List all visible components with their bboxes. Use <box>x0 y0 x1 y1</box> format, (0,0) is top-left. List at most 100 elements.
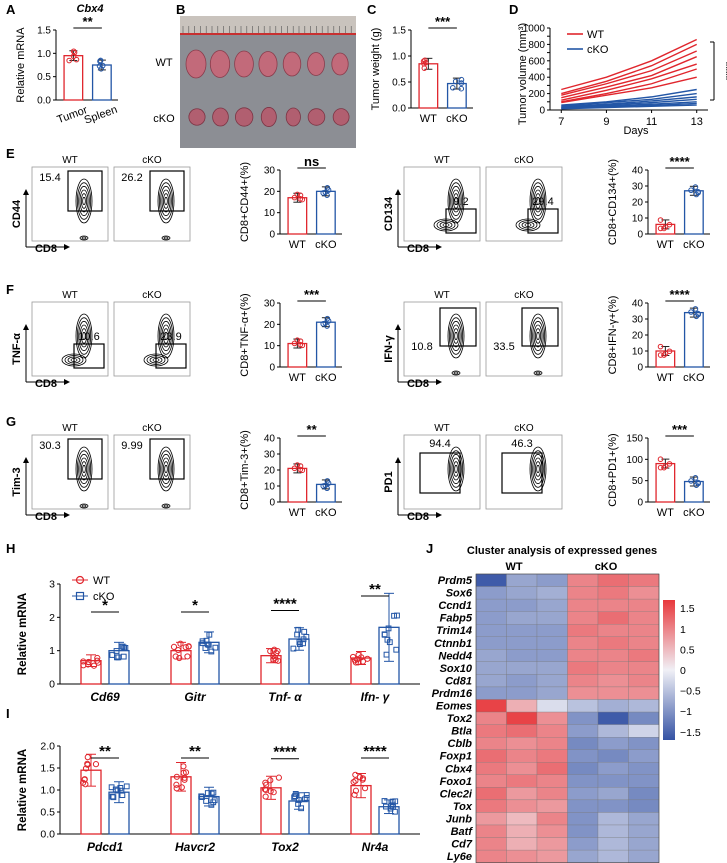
tumor-photo-background <box>180 16 356 148</box>
panel-j-cell <box>567 837 599 851</box>
pct-G1-y-tick-label: 10 <box>264 482 276 493</box>
panel-j-cell <box>536 699 568 713</box>
panel-j-cell <box>597 837 629 851</box>
tumor-wt <box>331 52 349 76</box>
panel-a-y-tick-label: 1.0 <box>37 49 51 60</box>
flow-F2-cKO-contour <box>536 331 540 341</box>
pct-E2-data-point <box>666 221 673 228</box>
panel-i-data-point <box>204 790 211 796</box>
panel-j-cell <box>475 849 507 863</box>
panel-h-data-point <box>175 646 182 654</box>
panel-j-cell <box>536 586 568 600</box>
panel-i-data-point <box>84 761 91 768</box>
panel-j-gene-Btla: Btla <box>451 726 472 738</box>
panel-c-y-tick-label: 1.5 <box>392 26 406 37</box>
tumor-cko <box>234 107 254 127</box>
tumor-cko <box>307 108 326 126</box>
panel-c-y-tick-label: 1.0 <box>392 52 406 63</box>
panel-j-cell <box>475 624 507 637</box>
panel-i-data-point <box>292 791 299 797</box>
panel-a-y-tick-label: 0.5 <box>37 72 51 83</box>
panel-d: 0 200 400 600 800 1000 7 9 11 13 Days Tumor volume … <box>517 23 727 137</box>
flow-F1-x-arrowhead <box>64 379 70 385</box>
flow-E2-cKO-contour <box>530 182 546 220</box>
panel-c-bar-WT <box>418 63 439 109</box>
panel-d-series-WT <box>561 38 698 91</box>
flow-F2-WT-plot-frame <box>403 301 481 377</box>
panel-j-gene-Ccnd1: Ccnd1 <box>438 600 472 612</box>
panel-h-sig-label: ** <box>369 581 381 598</box>
panel-j-scale-label: 1 <box>680 624 686 636</box>
panel-c-y-tick-label: 0.5 <box>392 78 406 89</box>
panel-h-sig-label: * <box>192 597 198 614</box>
panel-d-series-WT <box>561 43 698 95</box>
flow-G1-cKO-title: cKO <box>142 423 162 434</box>
panel-j-cell <box>475 724 507 738</box>
panel-a-y-tick-label: 0.0 <box>37 96 51 107</box>
panel-j-cell <box>597 724 629 738</box>
flow-F1-y-label: TNF-α <box>11 333 23 365</box>
flow-E2-cKO-contour <box>529 178 547 224</box>
pct-F2-data-point <box>662 350 669 357</box>
flow-G1-WT-contour-base <box>81 504 87 508</box>
panel-c: 0.0 0.5 1.0 1.5 WT cKO *** Tumor weight (g) <box>370 14 473 125</box>
pct-E2-data-point <box>657 225 664 232</box>
panel-i-data-point <box>198 793 205 800</box>
flow-E1-cKO-contour <box>161 189 171 213</box>
panel-i-data-point <box>262 793 269 800</box>
flow-G2-WT-contour <box>450 453 462 485</box>
panel-i-data-point <box>303 795 310 801</box>
pct-E2-y-tick-label: 30 <box>632 182 644 193</box>
flow-G2-WT-title: WT <box>434 423 450 434</box>
pct-G2-x-label-WT: WT <box>657 507 674 519</box>
pct-F1-y-label: CD8+TNF-α+(%) <box>239 293 251 376</box>
panel-j-cell <box>567 812 599 826</box>
panel-j-cell <box>506 774 538 788</box>
panel-d-series-WT <box>561 76 697 104</box>
flow-F1-cKO-gate-value: 23.9 <box>160 331 181 343</box>
flow-E1-WT-plot-frame <box>31 166 109 242</box>
flow-E1-cKO-contour-base <box>163 236 169 240</box>
flow-E1-WT-contour <box>75 178 93 224</box>
pct-G2-data-point <box>661 464 667 471</box>
panel-d-series-cKO <box>561 88 697 106</box>
flow-E1-x-arrowhead <box>64 244 70 250</box>
panel-c-y-tick-label: 0.0 <box>392 104 406 115</box>
flow-F2-cKO-contour <box>530 317 546 355</box>
panel-j-cell <box>628 812 660 826</box>
flow-F2-WT-contour <box>448 317 464 355</box>
pct-G2-data-point <box>692 475 699 481</box>
panel-h-data-point <box>290 645 297 652</box>
panel-i-data-point <box>267 777 274 784</box>
panel-d-legend-cko: cKO <box>587 44 609 56</box>
panel-j-cell <box>475 799 507 813</box>
panel-j-cell <box>506 849 538 863</box>
panel-h-data-point <box>393 646 400 653</box>
panel-j-cell <box>567 686 599 700</box>
panel-j-gene-Tox2: Tox2 <box>447 713 472 725</box>
panel-h-data-point <box>352 659 359 666</box>
panel-j-gene-Ctnnb1: Ctnnb1 <box>434 638 472 650</box>
flow-E1-WT-contour <box>76 182 92 220</box>
panel-b: WT cKO <box>153 16 356 148</box>
tumor-wt <box>209 50 231 78</box>
panel-h-data-point <box>182 644 189 651</box>
panel-j-cell <box>536 686 568 700</box>
panel-i-data-point <box>81 776 88 783</box>
pct-F1-data-point <box>320 321 327 327</box>
flow-F1-cKO-contour <box>164 331 168 341</box>
panel-i-data-point <box>84 754 91 761</box>
panel-j-cell <box>536 824 568 838</box>
flow-G1-cKO-gate <box>149 438 185 480</box>
flow-G2-WT-gate <box>419 452 461 494</box>
panel-j-cell <box>567 787 599 801</box>
panel-i-y-tick-label: 0.5 <box>40 807 55 819</box>
panel-j-cell <box>628 611 660 625</box>
panel-j-cell <box>597 611 629 625</box>
flow-G1-WT-plot-frame <box>31 434 109 510</box>
panel-i-data-point <box>178 784 185 791</box>
panel-j-cell <box>597 699 629 713</box>
panel-d-y-label: Tumor volume (mm³) <box>517 23 529 125</box>
flow-G2-cKO-plot-frame <box>485 434 563 510</box>
flow-F2-cKO-contour <box>533 324 543 348</box>
